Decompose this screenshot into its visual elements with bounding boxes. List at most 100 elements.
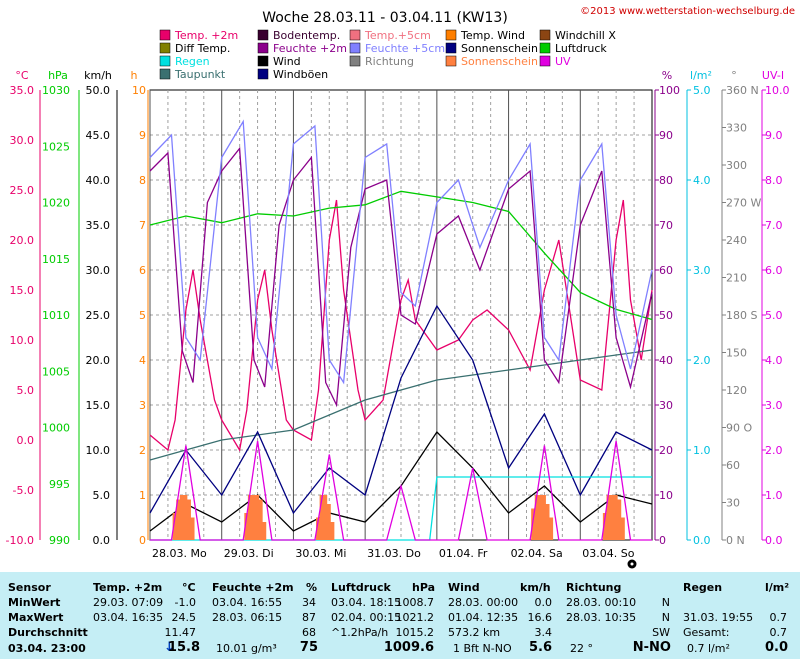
uv-axis-tick-label: 6.0 [765, 264, 783, 277]
temp-axis-unit: °C [15, 69, 29, 82]
sunshine-bar [316, 517, 321, 540]
legend-swatch-diff-temp [159, 42, 171, 54]
legend-swatch-temp-wind [445, 29, 457, 41]
pressure-axis-tick-label: 1005 [42, 365, 70, 378]
now-temp-value: 15.8 [167, 640, 200, 655]
avg-press-value: 1015.2 [395, 626, 435, 639]
sunshine-bar [190, 517, 195, 540]
sunshine-bar [186, 499, 191, 540]
rain-total-value: 0.7 [769, 626, 788, 639]
wind-axis-tick-label: 10.0 [86, 444, 111, 457]
legend-label-diff-temp: Diff Temp. [175, 42, 230, 55]
legend-label-temp-2m: Temp. +2m [174, 29, 238, 42]
direction-axis-tick-label: 0 N [726, 534, 745, 547]
sunshine-bar [610, 495, 615, 540]
series-line-windb-en [149, 304, 653, 515]
rain-axis-tick-label: 0.0 [693, 534, 711, 547]
uv-axis-tick-label: 9.0 [765, 129, 783, 142]
chart-series [149, 119, 653, 541]
x-axis-labels: 28.03. Mo 29.03. Di 30.03. Mi 31.03. Do 01.0… [152, 547, 635, 560]
direction-axis-tick-label: 60 [726, 459, 740, 472]
pressure-axis-tick-label: 1025 [42, 140, 70, 153]
legend-swatch-bodentemp [257, 29, 269, 41]
legend-swatch-feuchte-5cm [349, 42, 361, 54]
wind-axis-tick-label: 5.0 [93, 489, 111, 502]
row-avg-label: Durchschnitt [8, 626, 88, 639]
legend-swatch-sonnenschein [445, 42, 457, 54]
wind-axis-tick-label: 20.0 [86, 354, 111, 367]
sun-axis-tick-label: 7 [139, 219, 146, 232]
max-hum-time: 28.03. 06:15 [212, 611, 283, 624]
rain-axis-tick-label: 4.0 [693, 174, 711, 187]
min-hum-value: 34 [302, 596, 316, 609]
col-press-unit: hPa [412, 581, 436, 594]
legend-swatch-sonnenschein [445, 55, 457, 67]
pressure-axis-tick-label: 990 [49, 534, 70, 547]
legend-label-temp-wind: Temp. Wind [460, 29, 525, 42]
max-press-time: 02.04. 00:15 [331, 611, 402, 624]
pressure-axis-unit: hPa [48, 69, 68, 82]
chart-title: Woche 28.03.11 - 03.04.11 (KW13) [262, 10, 508, 26]
sunshine-bar [251, 495, 256, 540]
max-dir-time: 28.03. 10:35 [566, 611, 637, 624]
sunshine-bar [534, 495, 539, 540]
col-hum-header: Feuchte +2m [212, 581, 294, 594]
now-press-value: 1009.6 [383, 640, 434, 655]
uv-axis-tick-label: 5.0 [765, 309, 783, 322]
temp-axis-tick-label: 20.0 [10, 234, 35, 247]
sunshine-bar [326, 504, 331, 540]
sunshine-bar [179, 495, 184, 540]
min-hum-time: 03.04. 16:55 [212, 596, 283, 609]
series-line-temp-2m [149, 199, 653, 452]
legend-label-wind: Wind [273, 55, 301, 68]
sun-axis-tick-label: 3 [139, 399, 146, 412]
direction-axis-unit: ° [731, 69, 737, 82]
sun-axis-tick-label: 1 [139, 489, 146, 502]
row-max-label: MaxWert [8, 611, 64, 624]
sun-axis-tick-label: 5 [139, 309, 146, 322]
sunshine-bar [183, 495, 188, 540]
humidity-axis-tick-label: 70 [659, 219, 673, 232]
humidity-axis-tick-label: 80 [659, 174, 673, 187]
temp-axis-tick-label: 15.0 [10, 284, 35, 297]
min-press-value: 1008.7 [395, 596, 435, 609]
temp-axis-tick-label: 35.0 [10, 84, 35, 97]
sun-axis-tick-label: 0 [139, 534, 146, 547]
x-tick-label: 02.04. Sa [511, 547, 563, 560]
col-sensor-header: Sensor [8, 581, 51, 594]
sunshine-bar [244, 513, 249, 540]
uv-axis-tick-label: 0.0 [765, 534, 783, 547]
max-hum-value: 87 [302, 611, 316, 624]
legend-swatch-wind [257, 55, 269, 67]
x-tick-label: 29.03. Di [224, 547, 274, 560]
uv-axis-tick-label: 7.0 [765, 219, 783, 232]
now-dir-value: N-NO [632, 640, 671, 655]
col-wind-unit: km/h [520, 581, 551, 594]
now-beaufort: 1 Bft N-NO [453, 642, 512, 655]
sunshine-bar [172, 513, 177, 540]
sun-axis-tick-label: 4 [139, 354, 146, 367]
sunshine-bar [330, 522, 335, 540]
col-hum-unit: % [306, 581, 318, 594]
x-tick-label: 28.03. Mo [152, 547, 207, 560]
sunshine-bar [606, 495, 611, 540]
wind-axis-unit: km/h [84, 69, 112, 82]
sun-axis-tick-label: 10 [132, 84, 146, 97]
direction-axis-tick-label: 120 [726, 384, 747, 397]
pressure-axis-tick-label: 995 [49, 478, 70, 491]
direction-axis-tick-label: 270 W [726, 197, 761, 210]
sunshine-bar [262, 522, 267, 540]
direction-axis-tick-label: 150 [726, 347, 747, 360]
legend-label-feuchte-2m: Feuchte +2m [273, 42, 347, 55]
rain-axis-tick-label: 3.0 [693, 264, 711, 277]
sun-axis-tick-label: 2 [139, 444, 146, 457]
humidity-axis-tick-label: 10 [659, 489, 673, 502]
col-dir-header: Richtung [566, 581, 622, 594]
humidity-axis-tick-label: 100 [659, 84, 680, 97]
temp-axis-tick-label: 0.0 [17, 434, 35, 447]
min-press-time: 03.04. 18:15 [331, 596, 402, 609]
sunshine-bar [613, 495, 618, 540]
series-line-feuchte-2m [149, 146, 653, 408]
uv-axis-tick-label: 1.0 [765, 489, 783, 502]
